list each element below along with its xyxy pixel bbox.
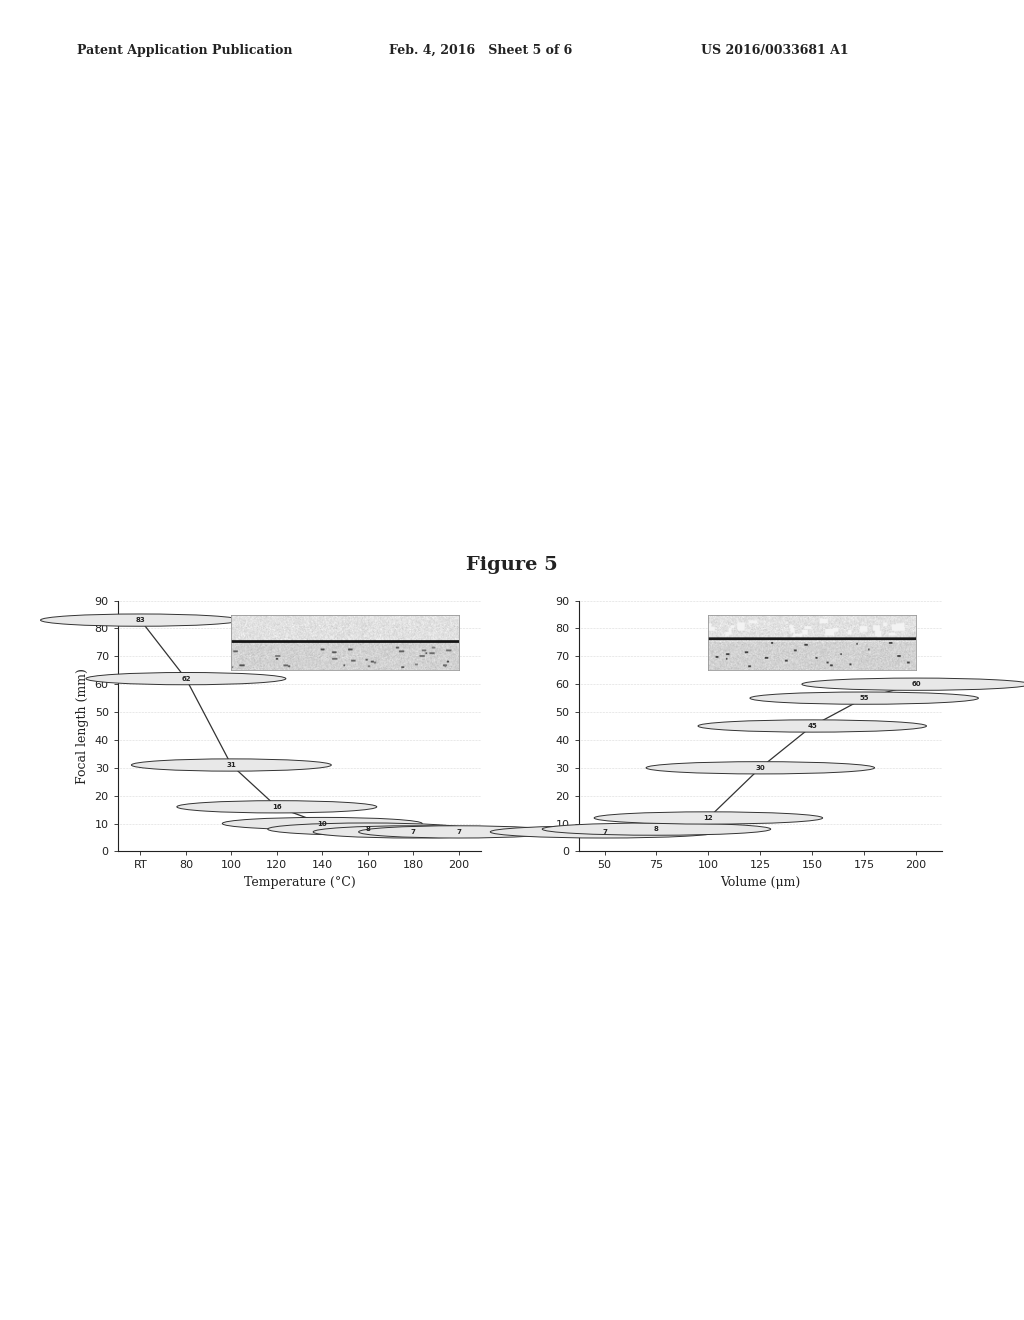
Circle shape bbox=[86, 672, 286, 685]
Text: 55: 55 bbox=[859, 696, 869, 701]
Text: Patent Application Publication: Patent Application Publication bbox=[77, 44, 292, 57]
Circle shape bbox=[358, 826, 558, 838]
Text: US 2016/0033681 A1: US 2016/0033681 A1 bbox=[701, 44, 849, 57]
Text: 62: 62 bbox=[181, 676, 190, 681]
Text: 12: 12 bbox=[703, 814, 713, 821]
Circle shape bbox=[543, 822, 771, 836]
Text: 83: 83 bbox=[135, 618, 145, 623]
Text: 7: 7 bbox=[411, 829, 416, 834]
Y-axis label: Focal length (mm): Focal length (mm) bbox=[76, 668, 89, 784]
Circle shape bbox=[490, 826, 719, 838]
Text: 7: 7 bbox=[602, 829, 607, 834]
Text: 7: 7 bbox=[456, 829, 461, 834]
Circle shape bbox=[267, 822, 468, 836]
Text: 31: 31 bbox=[226, 762, 237, 768]
Circle shape bbox=[802, 678, 1024, 690]
Text: 45: 45 bbox=[807, 723, 817, 729]
X-axis label: Volume (μm): Volume (μm) bbox=[720, 876, 801, 888]
Text: 8: 8 bbox=[366, 826, 370, 832]
X-axis label: Temperature (°C): Temperature (°C) bbox=[244, 876, 355, 888]
Text: 16: 16 bbox=[272, 804, 282, 809]
Text: Feb. 4, 2016   Sheet 5 of 6: Feb. 4, 2016 Sheet 5 of 6 bbox=[389, 44, 572, 57]
Text: 60: 60 bbox=[911, 681, 921, 688]
Text: 10: 10 bbox=[317, 821, 327, 826]
Circle shape bbox=[698, 719, 927, 733]
Circle shape bbox=[594, 812, 822, 824]
Text: 30: 30 bbox=[756, 764, 765, 771]
Circle shape bbox=[177, 801, 377, 813]
Circle shape bbox=[750, 692, 978, 705]
Circle shape bbox=[41, 614, 241, 626]
Text: 8: 8 bbox=[654, 826, 658, 832]
Circle shape bbox=[131, 759, 332, 771]
Circle shape bbox=[222, 817, 422, 830]
Circle shape bbox=[313, 826, 513, 838]
Text: Figure 5: Figure 5 bbox=[466, 556, 558, 574]
Circle shape bbox=[646, 762, 874, 774]
